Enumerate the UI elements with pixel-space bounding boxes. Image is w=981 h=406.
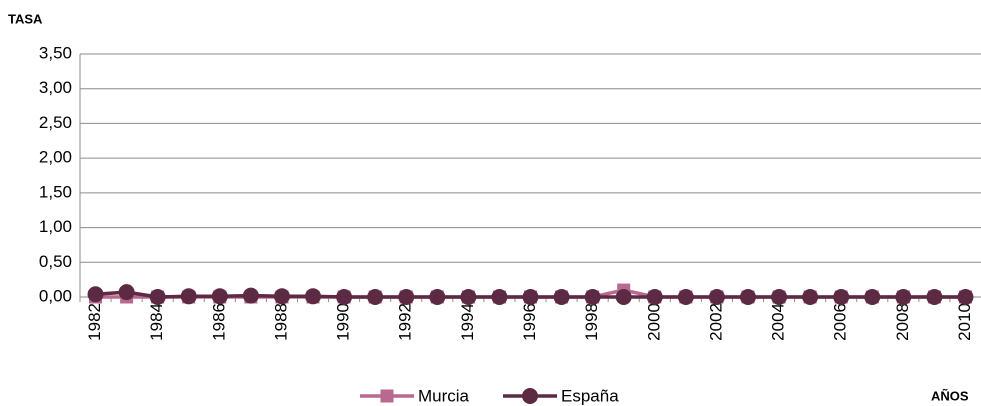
y-tick-label: 3,00 [39,78,72,97]
data-point [677,289,694,305]
x-axis-title: AÑOS [931,388,969,403]
data-point [708,289,725,305]
data-point [522,289,539,305]
y-axis-title: TASA [8,11,43,26]
data-point [460,289,477,305]
data-point [771,289,788,305]
data-point [398,289,415,305]
y-tick-label: 0,50 [39,252,72,271]
legend-marker [522,388,539,404]
data-point [833,289,850,305]
legend-label: Murcia [418,386,470,405]
x-tick-label: 2000 [644,303,663,341]
x-tick-label: 2010 [955,303,974,341]
x-tick-label: 1992 [396,303,415,341]
y-tick-label: 1,50 [39,182,72,201]
y-tick-label: 3,50 [39,43,72,62]
data-point [336,289,353,305]
data-point [491,289,508,305]
x-tick-label: 1984 [147,303,166,341]
data-point [802,289,819,305]
x-tick-label: 1994 [458,303,477,341]
data-point [957,289,974,305]
data-point [87,286,104,303]
data-point [584,289,601,305]
x-tick-label: 1988 [271,303,290,341]
y-tick-label: 0,00 [39,286,72,305]
y-tick-label: 2,50 [39,113,72,132]
y-tick-label: 1,00 [39,217,72,236]
data-point [926,289,943,305]
data-point [739,289,756,305]
x-tick-label: 2006 [831,303,850,341]
data-point [242,287,259,304]
data-point [211,288,228,305]
x-tick-label: 1990 [334,303,353,341]
x-tick-label: 1996 [520,303,539,341]
x-tick-label: 2008 [893,303,912,341]
legend-label: España [561,386,619,405]
data-point [305,288,322,305]
x-tick-label: 1982 [85,303,104,341]
y-tick-label: 2,00 [39,148,72,167]
legend-marker [380,389,394,403]
data-point [553,289,570,305]
data-point [646,289,663,305]
data-point [367,289,384,305]
data-point [118,284,135,301]
x-tick-label: 2004 [769,303,788,341]
x-tick-label: 1986 [209,303,228,341]
data-point [429,289,446,305]
data-point [273,288,290,305]
data-point [149,289,166,305]
data-point [895,289,912,305]
data-point [864,289,881,305]
x-tick-label: 2002 [706,303,725,341]
x-tick-label: 1998 [582,303,601,341]
data-point [615,289,632,305]
data-point [180,288,197,305]
